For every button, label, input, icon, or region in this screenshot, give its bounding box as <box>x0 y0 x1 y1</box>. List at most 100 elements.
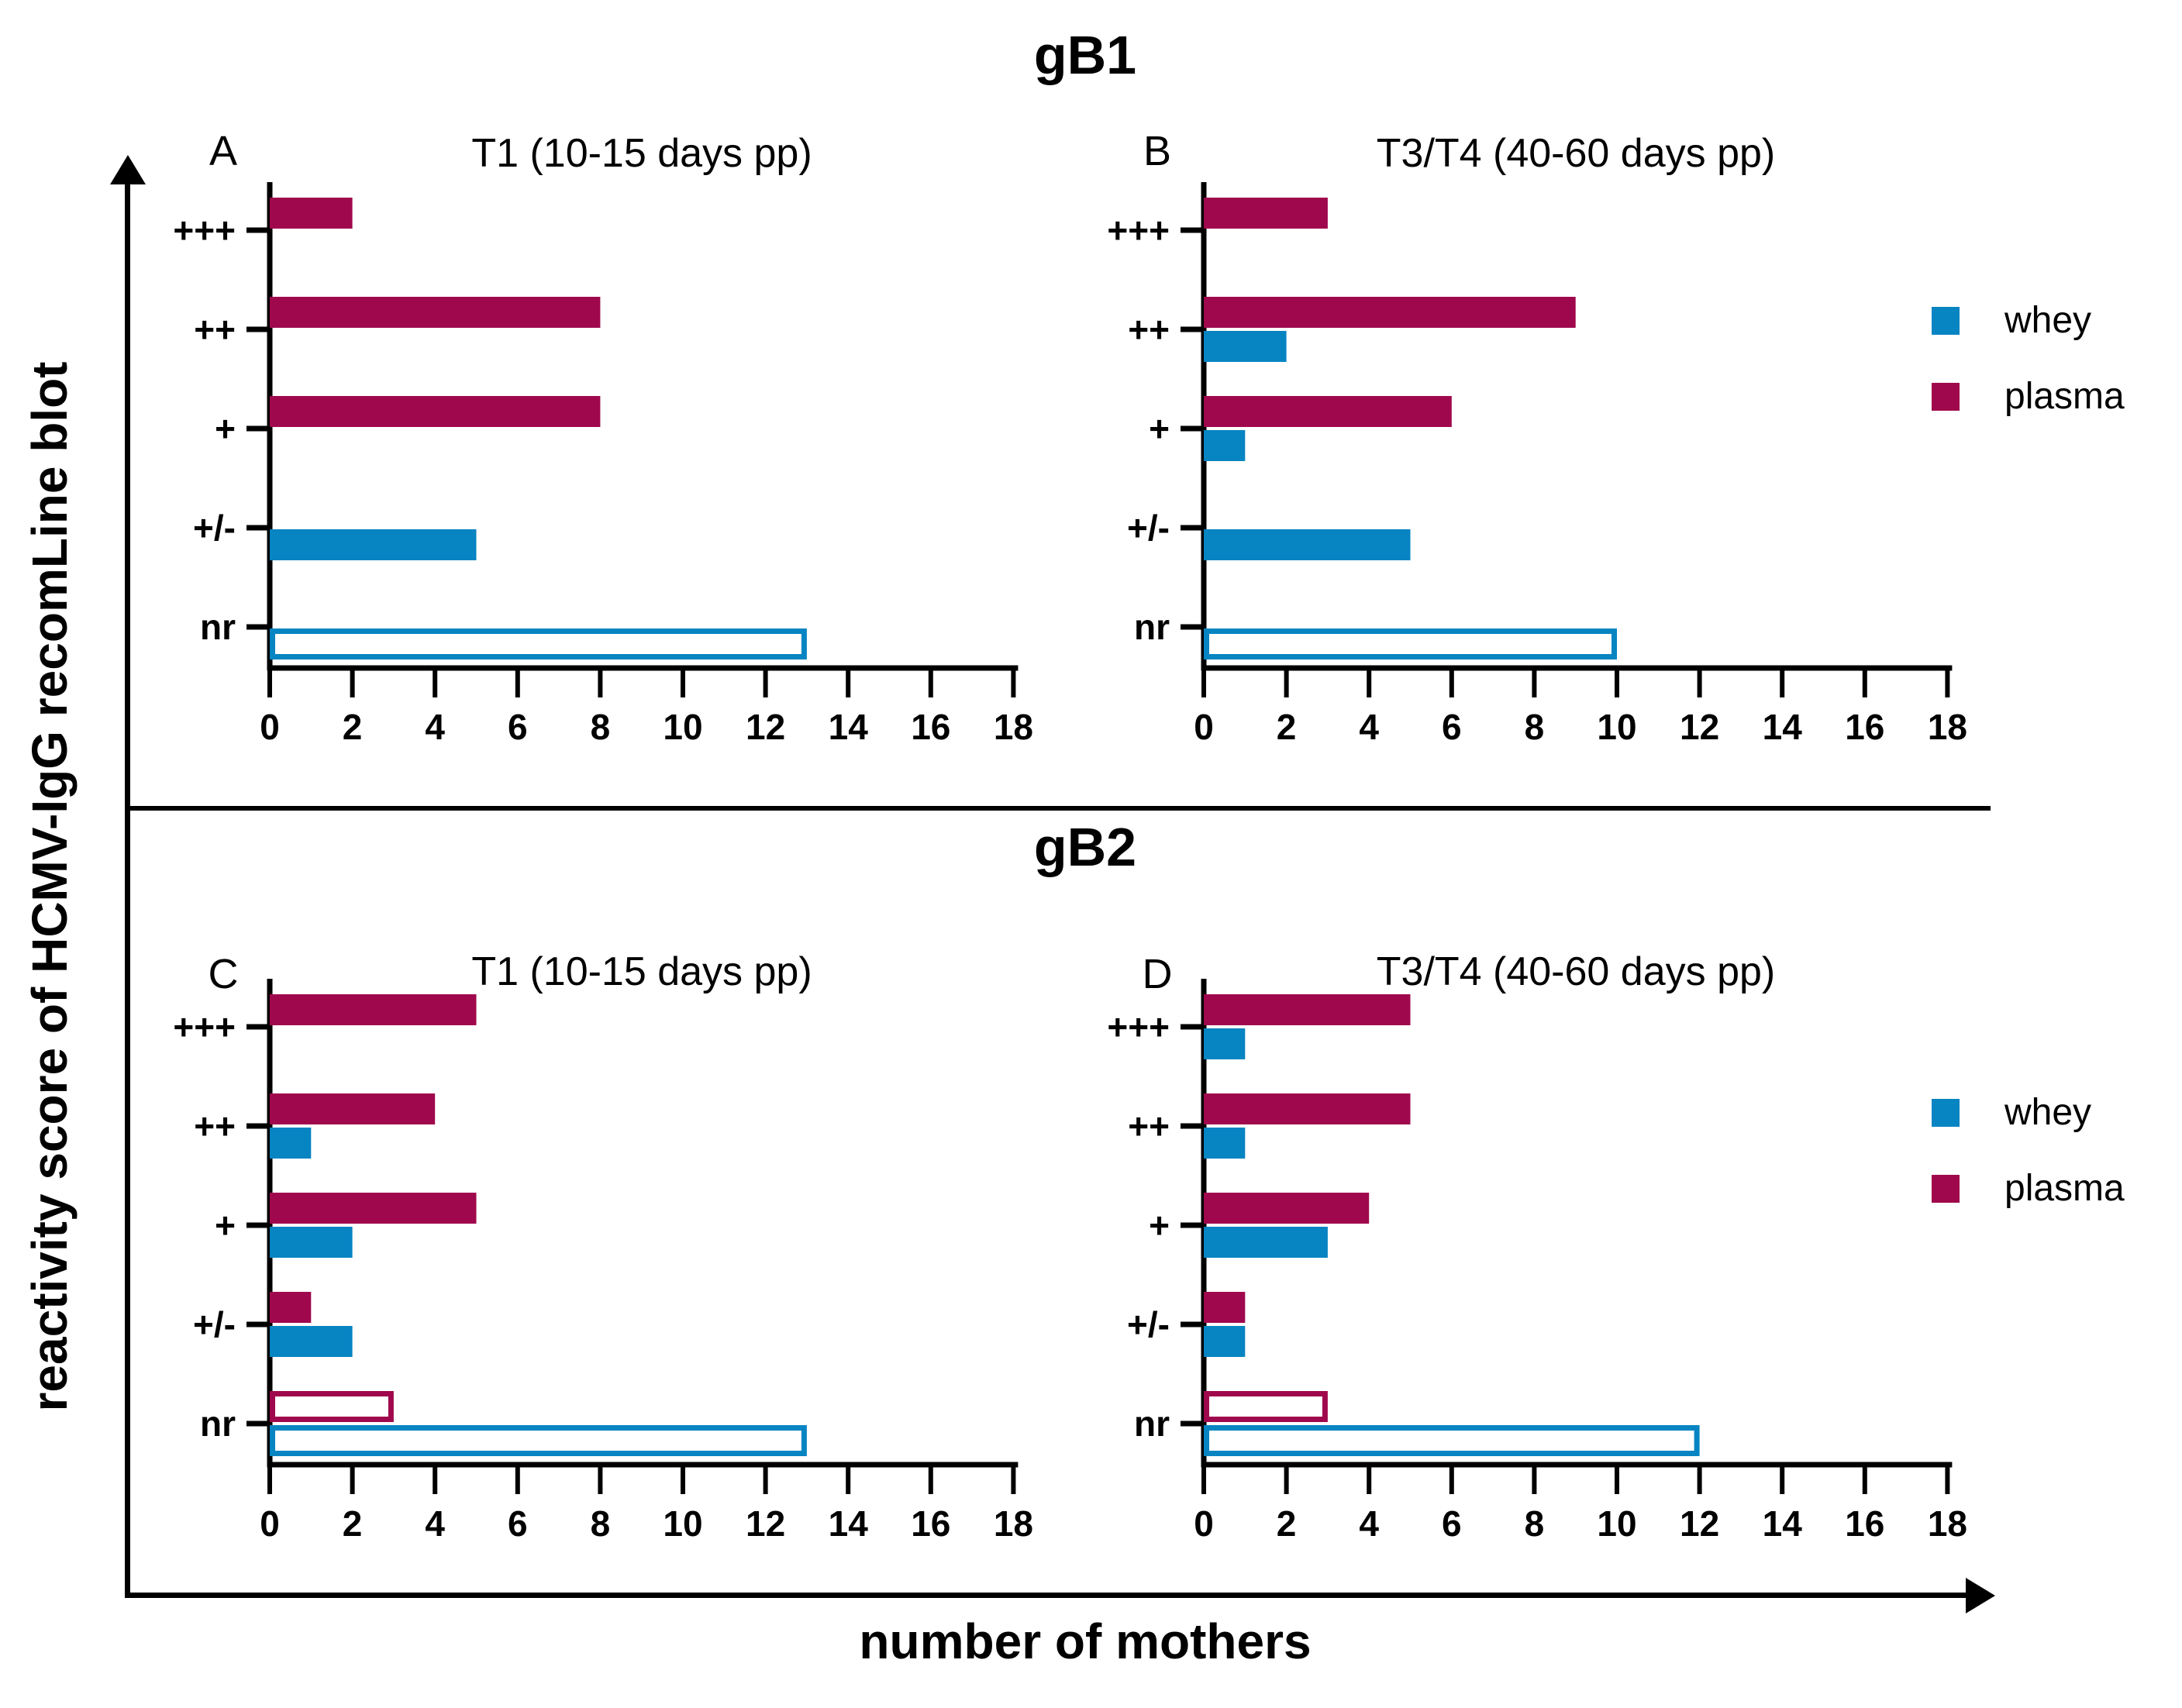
legend-gb2: whey plasma <box>1932 1094 2125 1246</box>
bar-whey-hollow <box>270 628 807 659</box>
category-label: + <box>1149 1205 1170 1245</box>
x-tick-label: 18 <box>1928 707 1967 747</box>
bar-whey-hollow <box>270 1425 807 1456</box>
x-tick-label: 2 <box>1277 707 1297 747</box>
panel-letter-d: D <box>1142 951 1173 997</box>
y-axis-arrowhead-icon <box>110 155 146 184</box>
x-tick-label: 2 <box>1277 1503 1297 1544</box>
bar-whey <box>270 1326 353 1357</box>
x-tick-label: 8 <box>1525 707 1545 747</box>
x-tick-label: 4 <box>425 1503 445 1544</box>
y-axis-label: reactivity score of HCMV-IgG recomLine b… <box>22 361 78 1412</box>
x-tick-label: 16 <box>911 707 950 747</box>
x-tick-label: 12 <box>1680 1503 1719 1544</box>
panel-c: C T1 (10-15 days pp) 0 2 4 6 8 10 12 14 16 18 +++ +… <box>101 921 1070 1603</box>
bar-whey <box>270 529 477 560</box>
x-axis-arrow-line <box>125 1593 1968 1598</box>
legend-item-plasma: plasma <box>1932 1170 2125 1207</box>
category-label: +/- <box>193 1304 236 1345</box>
x-axis-label: number of mothers <box>859 1613 1312 1669</box>
section-title-gb1: gB1 <box>1033 25 1137 85</box>
bar-plasma <box>270 994 477 1025</box>
x-tick-label: 8 <box>591 707 611 747</box>
x-tick-label: 6 <box>1442 1503 1462 1544</box>
bar-plasma <box>270 1193 477 1224</box>
category-label: +++ <box>1107 210 1170 250</box>
x-tick-label: 10 <box>663 1503 702 1544</box>
panel-title-d: T3/T4 (40-60 days pp) <box>1376 949 1776 994</box>
x-axis-arrowhead-icon <box>1966 1578 1995 1613</box>
x-tick-label: 16 <box>1845 1503 1884 1544</box>
bar-plot-a: 0 2 4 6 8 10 12 14 16 18+++++++/-nr <box>173 182 1033 747</box>
bar-plot-b: 0 2 4 6 8 10 12 14 16 18+++++++/-nr <box>1107 182 1967 747</box>
category-label: + <box>1149 408 1170 449</box>
x-tick-label: 14 <box>1763 707 1803 747</box>
bar-plasma <box>1204 198 1328 229</box>
x-tick-label: 10 <box>1597 1503 1636 1544</box>
bar-whey-hollow <box>1204 1425 1700 1456</box>
x-tick-label: 6 <box>508 707 528 747</box>
x-tick-label: 4 <box>1359 1503 1379 1544</box>
category-label: ++ <box>1128 309 1170 350</box>
bar-plasma <box>270 198 353 229</box>
bar-whey <box>1204 529 1411 560</box>
bar-whey <box>1204 1227 1328 1258</box>
x-tick-label: 2 <box>343 707 363 747</box>
panel-letter-b: B <box>1143 128 1172 174</box>
x-tick-label: 18 <box>1928 1503 1967 1544</box>
panel-d: D T3/T4 (40-60 days pp) 0 2 4 6 8 10 12 14 16 18 +… <box>1035 921 2004 1603</box>
legend-label-plasma: plasma <box>2004 376 2125 417</box>
bar-plasma <box>1204 396 1452 427</box>
category-label: ++ <box>194 309 236 350</box>
bar-whey <box>1204 430 1246 461</box>
bar-plasma <box>1204 1093 1411 1124</box>
bar-plasma <box>270 1292 312 1323</box>
panel-letter-a: A <box>209 128 238 174</box>
x-tick-label: 6 <box>1442 707 1462 747</box>
x-tick-label: 12 <box>1680 707 1719 747</box>
panel-title-a: T1 (10-15 days pp) <box>471 131 812 176</box>
x-tick-label: 18 <box>994 707 1033 747</box>
category-label: +/- <box>193 508 236 548</box>
category-label: +/- <box>1127 508 1170 548</box>
bar-plasma <box>1204 1193 1370 1224</box>
x-tick-label: 14 <box>1763 1503 1803 1544</box>
legend-item-plasma: plasma <box>1932 378 2125 415</box>
bar-plasma-hollow <box>270 1391 394 1422</box>
x-tick-label: 10 <box>663 707 702 747</box>
x-tick-label: 12 <box>746 707 785 747</box>
x-tick-label: 0 <box>260 1503 280 1544</box>
x-tick-label: 0 <box>260 707 280 747</box>
x-tick-label: 4 <box>1359 707 1379 747</box>
panel-a: A T1 (10-15 days pp) 0 2 4 6 8 10 12 14 16 18 +++ +… <box>101 124 1070 806</box>
x-tick-label: 10 <box>1597 707 1636 747</box>
y-axis-arrow-line <box>125 178 130 1598</box>
category-label: nr <box>200 607 236 647</box>
bar-whey <box>270 1128 312 1159</box>
x-tick-label: 2 <box>343 1503 363 1544</box>
category-label: +/- <box>1127 1304 1170 1345</box>
panel-b: B T3/T4 (40-60 days pp) 0 2 4 6 8 10 12 14 16 18 +… <box>1035 124 2004 806</box>
bar-plasma <box>1204 1292 1246 1323</box>
legend-label-plasma: plasma <box>2004 1168 2125 1209</box>
legend-label-whey: whey <box>2004 1092 2092 1133</box>
x-tick-label: 14 <box>829 707 869 747</box>
x-tick-label: 0 <box>1194 707 1214 747</box>
plasma-swatch-icon <box>1932 1175 1960 1203</box>
whey-swatch-icon <box>1932 307 1960 335</box>
bar-whey <box>1204 1028 1246 1059</box>
x-tick-label: 4 <box>425 707 445 747</box>
bar-plasma-hollow <box>1204 1391 1328 1422</box>
x-tick-label: 0 <box>1194 1503 1214 1544</box>
x-tick-label: 12 <box>746 1503 785 1544</box>
plasma-swatch-icon <box>1932 383 1960 411</box>
category-label: +++ <box>173 1007 236 1047</box>
x-tick-label: 16 <box>1845 707 1884 747</box>
section-title-gb2: gB2 <box>1033 817 1137 877</box>
category-label: +++ <box>173 210 236 250</box>
panel-letter-c: C <box>208 951 239 997</box>
x-tick-label: 16 <box>911 1503 950 1544</box>
panel-title-c: T1 (10-15 days pp) <box>471 949 812 994</box>
bar-whey <box>1204 1128 1246 1159</box>
legend-item-whey: whey <box>1932 1094 2125 1131</box>
